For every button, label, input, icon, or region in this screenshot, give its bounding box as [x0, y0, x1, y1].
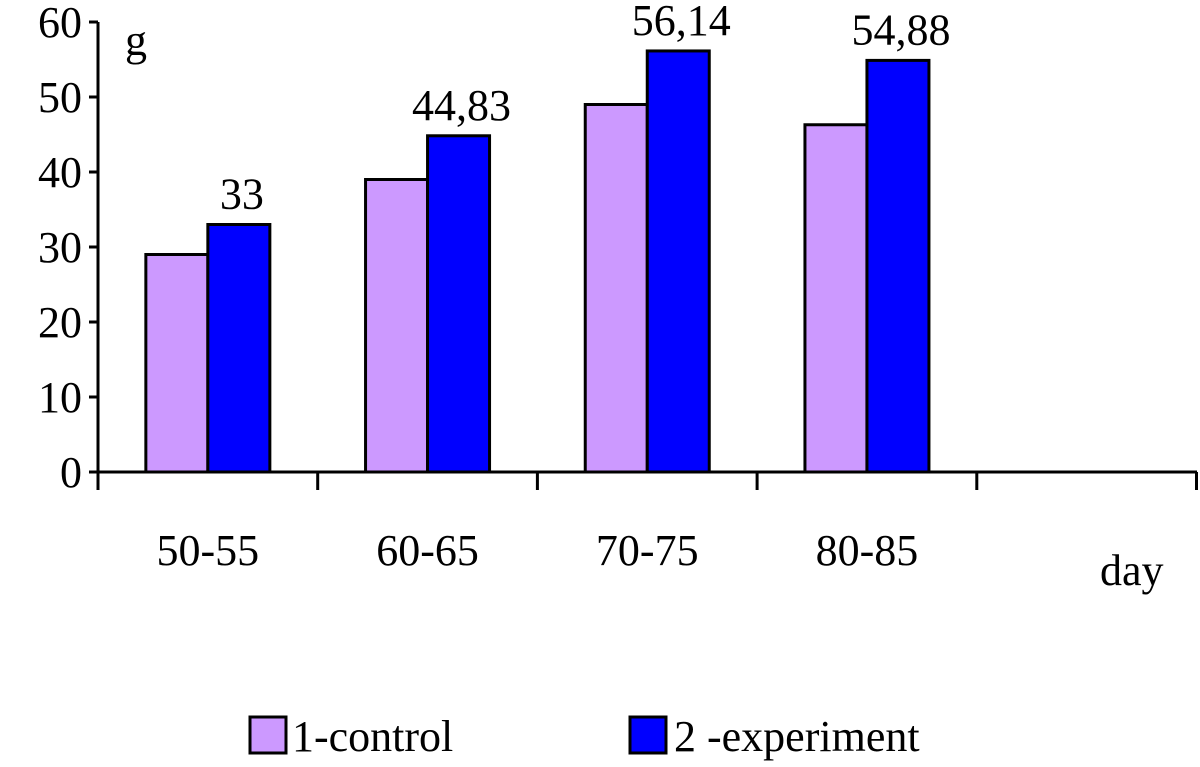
y-tick-label: 60 [38, 0, 82, 47]
y-tick-label: 0 [60, 448, 82, 497]
bars [144, 49, 931, 474]
legend-swatch [628, 715, 668, 755]
bar-experiment [206, 223, 272, 474]
bar-experiment [426, 134, 492, 474]
x-axis-unit-label: day [1100, 546, 1164, 595]
bar-control [803, 123, 869, 474]
data-labels: 33 44,83 56,14 54,88 [220, 0, 951, 219]
data-label: 33 [220, 170, 264, 219]
bar-experiment [865, 58, 931, 474]
y-tick-label: 20 [38, 298, 82, 347]
legend: 1-control 2 -experiment [248, 712, 920, 761]
bar-control [583, 103, 649, 474]
y-axis: 0 10 20 30 40 50 60 [38, 0, 100, 497]
x-tick-label: 50-55 [157, 526, 260, 575]
legend-label: 1-control [292, 712, 453, 761]
data-label: 56,14 [632, 0, 731, 45]
x-tick-label: 70-75 [596, 526, 699, 575]
data-label: 44,83 [412, 81, 511, 130]
y-tick-label: 40 [38, 148, 82, 197]
bar-experiment [645, 49, 711, 474]
x-tick-label: 60-65 [376, 526, 479, 575]
bar-control [364, 178, 430, 474]
y-tick-label: 50 [38, 73, 82, 122]
x-axis: 50-55 60-65 70-75 80-85 [96, 470, 1198, 575]
y-axis-unit-label: g [125, 16, 147, 65]
legend-swatch [248, 715, 288, 755]
y-tick-label: 30 [38, 223, 82, 272]
y-tick-label: 10 [38, 373, 82, 422]
x-tick-label: 80-85 [816, 526, 919, 575]
bar-control [144, 253, 210, 474]
legend-label: 2 -experiment [674, 712, 920, 761]
data-label: 54,88 [851, 5, 950, 54]
